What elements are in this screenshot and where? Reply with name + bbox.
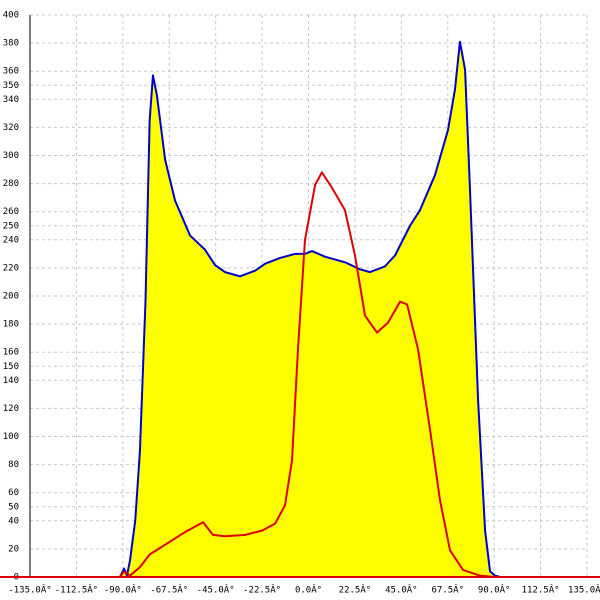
x-tick-label: 0.0Â° bbox=[295, 584, 322, 596]
x-tick-label: 45.0Â° bbox=[385, 584, 418, 596]
x-tick-label: -45.0Â° bbox=[197, 584, 235, 596]
y-tick-label: 260 bbox=[3, 207, 19, 217]
x-tick-label: 90.0Â° bbox=[478, 584, 511, 596]
x-tick-label: -67.5Â° bbox=[150, 584, 188, 596]
x-tick-label: 112.5Â° bbox=[522, 584, 560, 596]
y-tick-label: 350 bbox=[3, 81, 19, 91]
y-tick-label: 280 bbox=[3, 179, 19, 189]
y-tick-label: 300 bbox=[3, 151, 19, 161]
y-tick-label: 380 bbox=[3, 39, 19, 49]
x-tick-label: 22.5Â° bbox=[339, 584, 372, 596]
x-tick-label: 67.5Â° bbox=[431, 584, 464, 596]
y-tick-label: 400 bbox=[3, 11, 19, 21]
y-tick-label: 340 bbox=[3, 95, 19, 105]
y-tick-label: 320 bbox=[3, 123, 19, 133]
x-tick-label: -22.5Â° bbox=[243, 584, 281, 596]
y-tick-label: 160 bbox=[3, 348, 19, 358]
area bbox=[119, 41, 500, 577]
line bbox=[119, 171, 496, 578]
x-tick-label: -90.0Â° bbox=[104, 584, 142, 596]
line bbox=[119, 40, 501, 578]
y-tick-label: 100 bbox=[3, 432, 19, 442]
x-tick-label: -112.5Â° bbox=[55, 584, 98, 596]
y-tick-label: 80 bbox=[8, 460, 19, 470]
y-tick-label: 200 bbox=[3, 292, 19, 302]
y-tick-label: 140 bbox=[3, 376, 19, 386]
y-tick-label: 250 bbox=[3, 221, 19, 231]
y-tick-label: 150 bbox=[3, 362, 19, 372]
y-tick-label: 40 bbox=[8, 516, 19, 526]
y-tick-label: 20 bbox=[8, 544, 19, 554]
y-tick-label: 220 bbox=[3, 263, 19, 273]
y-tick-label: 120 bbox=[3, 404, 19, 414]
x-tick-label: 135.0Â° bbox=[568, 584, 600, 596]
y-tick-label: 360 bbox=[3, 67, 19, 77]
y-tick-label: 240 bbox=[3, 235, 19, 245]
y-tick-label: 50 bbox=[8, 502, 19, 512]
y-tick-label: 60 bbox=[8, 488, 19, 498]
y-tick-label: 180 bbox=[3, 320, 19, 330]
x-tick-label: -135.0Â° bbox=[8, 584, 51, 596]
